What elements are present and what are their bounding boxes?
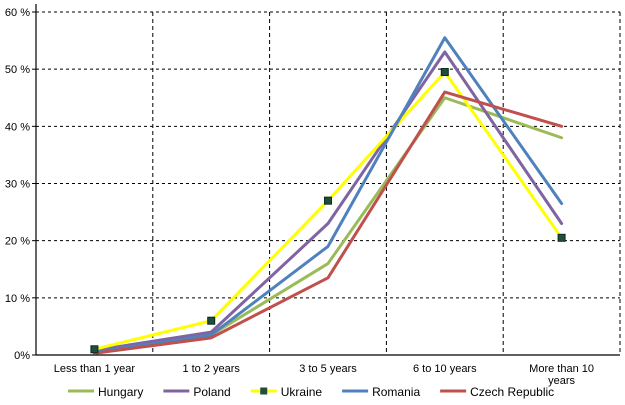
x-tick-label: 6 to 10 years bbox=[413, 363, 477, 375]
x-tick-label: 1 to 2 years bbox=[182, 363, 240, 375]
y-tick-label: 20 % bbox=[5, 236, 30, 248]
x-tick-label: 3 to 5 years bbox=[299, 363, 357, 375]
x-tick-label: Less than 1 year bbox=[54, 363, 136, 375]
legend-label-ukraine: Ukraine bbox=[281, 385, 323, 399]
data-point-ukraine bbox=[324, 196, 332, 205]
data-point-ukraine bbox=[90, 345, 99, 354]
series-line-czech-republic bbox=[92, 90, 564, 355]
axes bbox=[32, 4, 620, 356]
y-tick-label: 60 % bbox=[5, 7, 30, 19]
legend-label-czech-republic: Czech Republic bbox=[470, 385, 554, 399]
x-axis-tick-labels: Less than 1 year 1 to 2 years 3 to 5 years… bbox=[54, 363, 594, 387]
series-lines bbox=[90, 36, 566, 355]
x-tick-label: More than 10 years bbox=[529, 363, 594, 387]
legend: Hungary Poland Ukraine Romania Czech Republi… bbox=[68, 385, 554, 399]
y-tick-label: 50 % bbox=[5, 64, 30, 76]
y-axis-tick-labels: 0% 10 % 20 % 30 % 40 % 50 % 60 % bbox=[5, 7, 30, 362]
series-line-poland bbox=[92, 50, 564, 352]
y-tick-label: 0% bbox=[14, 350, 30, 362]
gridlines bbox=[36, 11, 621, 355]
data-point-ukraine bbox=[557, 233, 566, 242]
y-tick-label: 30 % bbox=[5, 179, 30, 191]
data-point-ukraine bbox=[207, 316, 216, 325]
legend-label-romania: Romania bbox=[372, 385, 420, 399]
legend-label-poland: Poland bbox=[193, 385, 230, 399]
legend-marker-ukraine bbox=[260, 387, 268, 395]
series-line-romania bbox=[92, 36, 564, 354]
legend-label-hungary: Hungary bbox=[98, 385, 143, 399]
data-point-ukraine bbox=[440, 68, 449, 77]
y-tick-label: 40 % bbox=[5, 121, 30, 133]
y-tick-label: 10 % bbox=[5, 293, 30, 305]
